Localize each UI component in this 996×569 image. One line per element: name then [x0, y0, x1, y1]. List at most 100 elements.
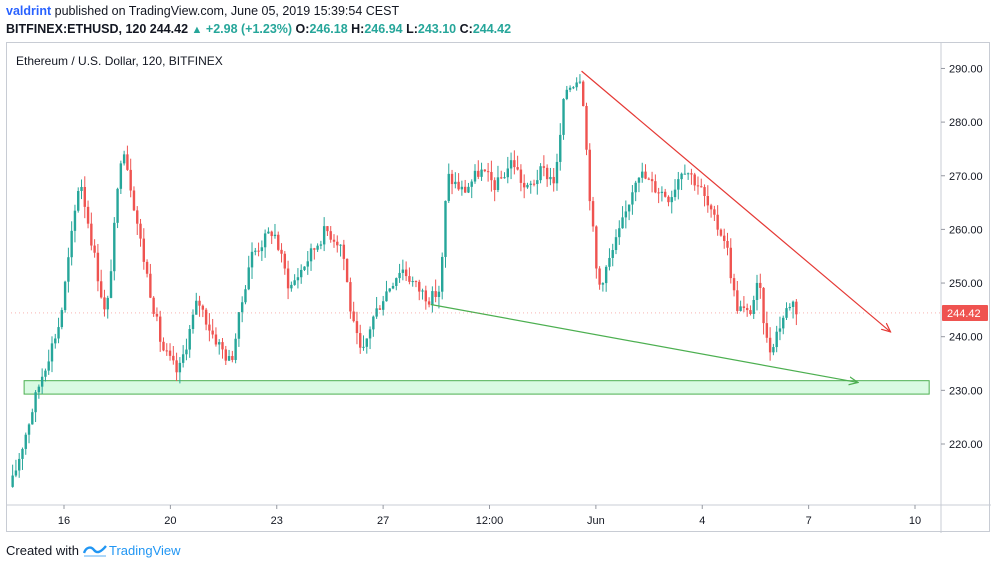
x-tick-label: Jun	[587, 515, 605, 527]
author-name[interactable]: valdrint	[6, 4, 52, 18]
price-chart[interactable]: 290.00 280.00 270.00 260.00 250.00 240.00 230.…	[7, 43, 991, 533]
candle-body	[709, 205, 713, 210]
candle-body	[224, 349, 227, 361]
tradingview-logo-icon	[82, 543, 107, 560]
candle-body	[159, 316, 162, 342]
candle-body	[398, 272, 401, 279]
candle-body	[227, 356, 231, 361]
candle-body	[493, 180, 496, 190]
candle-body	[250, 251, 254, 268]
candle-body	[729, 247, 732, 279]
candle-body	[414, 281, 418, 283]
candle-body	[336, 241, 339, 246]
candle-body	[467, 186, 470, 193]
candle-body	[352, 311, 355, 322]
candle-body	[103, 297, 106, 310]
candle-body	[624, 211, 628, 218]
candle-body	[86, 206, 90, 224]
support-trendline	[430, 303, 857, 383]
candle-body	[568, 87, 572, 90]
candle-body	[198, 300, 201, 306]
candle-body	[460, 186, 464, 190]
candle-body	[565, 89, 569, 99]
candle-body	[391, 285, 395, 289]
candle-body	[788, 306, 791, 309]
symbol: BITFINEX:ETHUSD, 120	[6, 22, 147, 36]
candle-body	[591, 201, 595, 227]
close-value: 244.42	[472, 22, 512, 36]
candle-body	[244, 289, 247, 303]
candle-body	[96, 252, 100, 282]
candle-body	[723, 235, 726, 241]
candle-body	[575, 82, 578, 88]
candle-body	[421, 290, 424, 292]
candle-body	[378, 308, 382, 310]
candle-body	[136, 210, 139, 224]
candle-body	[749, 310, 752, 314]
candle-body	[93, 245, 96, 253]
candle-body	[240, 302, 244, 313]
candle-body	[634, 182, 637, 193]
candle-body	[683, 173, 687, 175]
candle-body	[706, 196, 710, 206]
candle-body	[290, 284, 293, 289]
candle-body	[234, 338, 237, 360]
x-tick-label: 10	[909, 515, 921, 527]
candle-body	[562, 98, 565, 135]
candle-body	[726, 240, 729, 248]
candle-body	[463, 186, 467, 193]
candle-body	[388, 288, 391, 292]
candle-body	[588, 149, 591, 202]
x-tick-label: 7	[806, 515, 812, 527]
candle-body	[204, 309, 208, 325]
candle-body	[67, 257, 70, 282]
candle-body	[654, 181, 657, 193]
candle-body	[142, 238, 146, 262]
candle-body	[185, 349, 188, 355]
candle-body	[47, 361, 50, 371]
candle-body	[500, 177, 503, 179]
candle-body	[657, 192, 660, 194]
candle-body	[700, 186, 703, 188]
candle-body	[768, 337, 772, 353]
candle-body	[211, 330, 214, 335]
candle-body	[27, 424, 31, 435]
x-tick-label: 27	[377, 515, 389, 527]
candle-body	[611, 250, 614, 258]
candle-body	[775, 331, 778, 348]
candle-body	[647, 178, 650, 180]
support-zone	[23, 380, 930, 395]
candle-body	[73, 210, 77, 231]
y-tick-label: 230.00	[949, 385, 983, 397]
candle-body	[404, 269, 408, 277]
candle-body	[168, 350, 172, 356]
candle-body	[263, 233, 267, 248]
up-arrow-icon: ▲	[191, 24, 203, 36]
candle-body	[614, 237, 618, 251]
candle-body	[355, 321, 359, 334]
last-price-label: 244.42	[947, 308, 981, 320]
candle-body	[618, 228, 621, 238]
candle-body	[667, 196, 670, 203]
candle-body	[116, 188, 119, 223]
candle-body	[686, 173, 690, 175]
high-label: H:	[351, 22, 365, 36]
candle-body	[572, 87, 575, 89]
price-change: +2.98 (+1.23%)	[205, 22, 293, 36]
candle-body	[90, 223, 93, 246]
candle-body	[608, 257, 611, 267]
candle-body	[641, 171, 644, 178]
candle-body	[752, 299, 755, 314]
candle-body	[522, 182, 526, 188]
tradingview-brand[interactable]: TradingView	[108, 543, 181, 558]
x-tick-label: 12:00	[476, 515, 504, 527]
candle-body	[604, 266, 608, 284]
candle-body	[162, 341, 165, 351]
candle-body	[260, 247, 264, 252]
candle-body	[539, 166, 542, 181]
candle-body	[80, 186, 83, 191]
candle-body	[772, 347, 775, 353]
candle-body	[598, 268, 601, 285]
chart-panel[interactable]: 290.00 280.00 270.00 260.00 250.00 240.00 230.…	[6, 42, 991, 533]
candle-body	[165, 350, 168, 352]
